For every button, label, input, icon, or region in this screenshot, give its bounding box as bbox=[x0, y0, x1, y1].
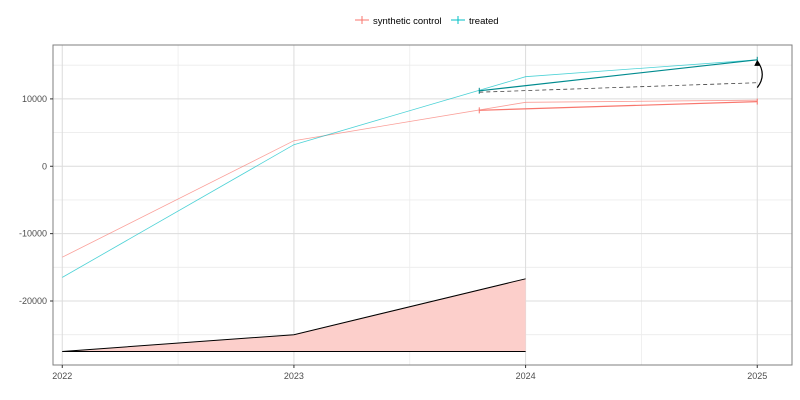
post-line-treated bbox=[479, 59, 758, 92]
effect-arrow-head bbox=[754, 59, 761, 66]
post-line-synthetic-control bbox=[479, 101, 758, 111]
panel-border bbox=[52, 44, 793, 366]
legend-label-treated: treated bbox=[469, 16, 499, 27]
legend-label-synthetic-control: synthetic control bbox=[373, 16, 442, 27]
y-tick-label: 0 bbox=[42, 161, 47, 171]
legend: synthetic control treated bbox=[355, 16, 499, 27]
y-tick-label: -10000 bbox=[19, 229, 47, 239]
x-tick-label: 2022 bbox=[52, 371, 72, 381]
plot-panel: 2022 2023 2024 2025 -20000 -10000 0 10000 bbox=[19, 44, 793, 381]
x-tick-label: 2025 bbox=[747, 371, 767, 381]
x-tick-label: 2024 bbox=[516, 371, 536, 381]
series-line-treated bbox=[62, 59, 758, 278]
y-tick-label: 10000 bbox=[22, 94, 47, 104]
series-line-synthetic-control bbox=[62, 99, 758, 258]
y-tick-label: -20000 bbox=[19, 296, 47, 306]
x-tick-label: 2023 bbox=[284, 371, 304, 381]
post-line-counterfactual bbox=[479, 82, 758, 93]
effect-area bbox=[62, 278, 526, 352]
effect-upper-line bbox=[62, 278, 526, 352]
